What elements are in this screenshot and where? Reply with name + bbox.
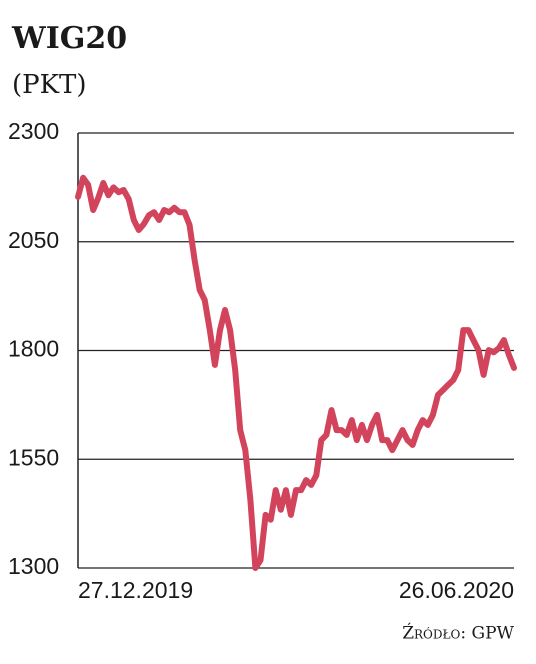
source: Źródło: GPW: [402, 623, 514, 644]
y-tick-label: 2300: [8, 118, 59, 144]
y-tick-label: 2050: [8, 227, 59, 253]
y-tick-label: 1800: [8, 336, 59, 362]
chart-subtitle: (PKT): [12, 70, 87, 100]
y-tick-label: 1300: [8, 553, 59, 579]
chart-title: WIG20: [11, 21, 127, 56]
x-tick-label: 26.06.2020: [399, 577, 514, 603]
data-line: [75, 174, 517, 571]
y-tick-label: 1550: [8, 444, 59, 470]
x-tick-label: 27.12.2019: [78, 577, 193, 603]
